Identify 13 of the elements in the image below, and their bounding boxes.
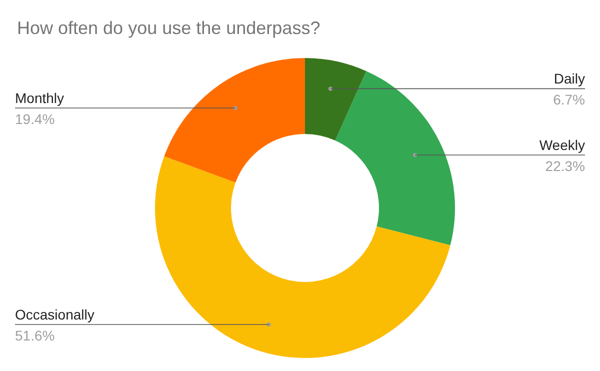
chart-title: How often do you use the underpass?	[17, 18, 320, 39]
data-label: 51.6%	[15, 327, 55, 344]
donut-slice	[305, 58, 366, 140]
donut-slice	[164, 58, 305, 182]
donut-slice	[155, 156, 450, 358]
slice-label: Monthly	[15, 90, 64, 106]
slice-label: Occasionally	[15, 306, 94, 322]
data-label: 22.3%	[545, 158, 585, 174]
slice-label: Daily	[554, 70, 585, 87]
donut-slice	[335, 71, 455, 246]
data-label: 6.7%	[553, 92, 585, 108]
data-label: 19.4%	[15, 110, 55, 127]
slice-label: Weekly	[539, 137, 585, 154]
